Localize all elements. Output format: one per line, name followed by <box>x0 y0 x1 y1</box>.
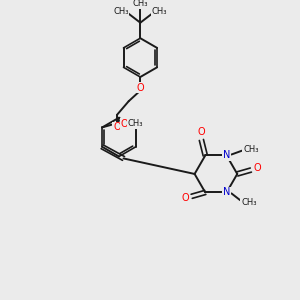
Text: O: O <box>181 193 189 203</box>
Text: N: N <box>223 188 230 197</box>
Text: O: O <box>254 163 261 173</box>
Text: CH₃: CH₃ <box>133 0 148 8</box>
Text: CH₃: CH₃ <box>152 7 167 16</box>
Text: CH₃: CH₃ <box>243 145 259 154</box>
Text: CH₃: CH₃ <box>241 198 256 207</box>
Text: O: O <box>198 127 205 137</box>
Text: O: O <box>121 118 128 128</box>
Text: O: O <box>113 122 121 132</box>
Text: CH₃: CH₃ <box>128 119 143 128</box>
Text: O: O <box>136 83 144 93</box>
Text: CH₃: CH₃ <box>113 7 129 16</box>
Text: N: N <box>223 151 230 160</box>
